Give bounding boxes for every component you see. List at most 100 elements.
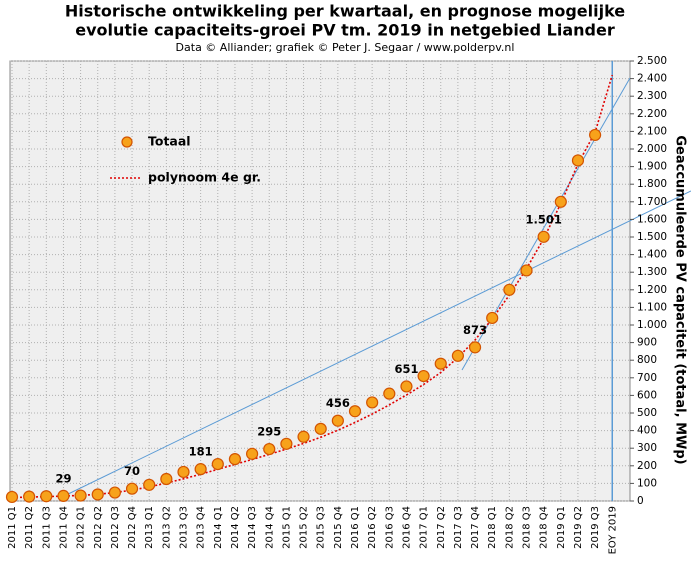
x-tick-label: 2017 Q1 bbox=[419, 506, 430, 549]
x-tick-label: 2016 Q2 bbox=[367, 506, 378, 549]
data-point bbox=[40, 490, 53, 503]
data-point bbox=[417, 369, 430, 383]
y-tick-label: 1.100 bbox=[637, 301, 667, 313]
y-tick-label: 1.800 bbox=[637, 178, 667, 190]
y-tick-label: 0 bbox=[637, 495, 644, 507]
data-point bbox=[108, 486, 122, 499]
data-label: 873 bbox=[463, 323, 487, 337]
x-tick-label: 2011 Q3 bbox=[41, 506, 52, 549]
x-tick-label: 2015 Q1 bbox=[281, 506, 292, 549]
data-point bbox=[468, 341, 482, 354]
x-tick-label: 2015 Q4 bbox=[333, 506, 344, 549]
x-tick-label: 2016 Q4 bbox=[401, 506, 412, 549]
data-point bbox=[263, 442, 276, 456]
data-point bbox=[297, 430, 310, 443]
y-tick-label: 2.000 bbox=[637, 143, 667, 155]
legend-label: polynoom 4e gr. bbox=[148, 170, 261, 185]
x-tick-label: 2012 Q4 bbox=[127, 506, 138, 549]
y-tick-label: 2.100 bbox=[637, 125, 667, 137]
data-point bbox=[434, 357, 447, 370]
data-point bbox=[520, 264, 533, 277]
data-point bbox=[331, 414, 344, 427]
data-point bbox=[486, 311, 499, 325]
y-tick-label: 300 bbox=[637, 442, 657, 454]
data-point bbox=[160, 472, 173, 486]
data-point bbox=[91, 488, 104, 501]
x-tick-label: 2014 Q4 bbox=[264, 506, 275, 549]
legend-marker bbox=[121, 136, 133, 148]
data-point bbox=[177, 465, 190, 479]
data-point bbox=[23, 490, 36, 503]
data-point bbox=[246, 447, 259, 460]
data-label: 651 bbox=[394, 362, 418, 376]
data-label: 1.501 bbox=[525, 212, 561, 226]
data-point bbox=[571, 154, 585, 167]
trend-line bbox=[61, 190, 691, 498]
x-tick-label: 2016 Q3 bbox=[384, 506, 395, 549]
x-tick-label: 2018 Q3 bbox=[522, 506, 533, 549]
data-point bbox=[366, 396, 379, 409]
x-tick-label: 2017 Q3 bbox=[453, 506, 464, 549]
y-tick-label: 2.300 bbox=[637, 90, 667, 102]
x-tick-label: 2012 Q1 bbox=[76, 506, 87, 549]
y-tick-label: 1.300 bbox=[637, 266, 667, 278]
data-point bbox=[588, 128, 602, 142]
x-tick-label: 2014 Q1 bbox=[213, 506, 224, 549]
data-point bbox=[280, 437, 293, 450]
data-point bbox=[194, 463, 207, 476]
chart-title: evolutie capaciteits-groei PV tm. 2019 i… bbox=[75, 21, 615, 40]
data-point bbox=[554, 195, 567, 208]
x-tick-label: 2019 Q1 bbox=[556, 506, 567, 549]
data-point bbox=[314, 422, 327, 435]
y-tick-label: 200 bbox=[637, 460, 657, 472]
y-tick-label: 1.600 bbox=[637, 213, 667, 225]
x-tick-label: 2015 Q2 bbox=[299, 506, 310, 549]
x-tick-label: 2016 Q1 bbox=[350, 506, 361, 549]
data-point bbox=[143, 478, 156, 491]
x-tick-label: 2012 Q2 bbox=[93, 506, 104, 549]
plot-area bbox=[9, 60, 631, 502]
y-tick-label: 400 bbox=[637, 425, 657, 437]
y-axis-title: Geaccumuleerde PV capaciteit (totaal, MW… bbox=[673, 135, 688, 464]
y-tick-label: 2.400 bbox=[637, 73, 667, 85]
data-point bbox=[537, 230, 550, 243]
x-tick-label: EOY 2019 bbox=[607, 506, 618, 554]
x-tick-label: 2013 Q1 bbox=[144, 506, 155, 549]
data-point bbox=[228, 453, 242, 466]
x-tick-label: 2015 Q3 bbox=[316, 506, 327, 549]
data-point bbox=[125, 482, 139, 495]
data-label: 181 bbox=[189, 445, 213, 459]
data-point bbox=[451, 349, 464, 362]
x-tick-label: 2013 Q3 bbox=[179, 506, 190, 549]
y-tick-label: 500 bbox=[637, 407, 657, 419]
y-tick-label: 700 bbox=[637, 372, 657, 384]
x-tick-label: 2019 Q3 bbox=[590, 506, 601, 549]
x-tick-label: 2018 Q2 bbox=[504, 506, 515, 549]
y-tick-label: 800 bbox=[637, 354, 657, 366]
data-point bbox=[503, 283, 516, 296]
chart-title: Historische ontwikkeling per kwartaal, e… bbox=[65, 2, 625, 21]
data-point bbox=[57, 489, 70, 502]
y-tick-label: 600 bbox=[637, 389, 657, 401]
x-tick-label: 2013 Q4 bbox=[196, 506, 207, 549]
data-label: 295 bbox=[257, 425, 281, 439]
y-tick-label: 1.500 bbox=[637, 231, 667, 243]
y-tick-label: 1.400 bbox=[637, 249, 667, 261]
x-tick-label: 2019 Q2 bbox=[573, 506, 584, 549]
chart-subtitle: Data © Alliander; grafiek © Peter J. Seg… bbox=[176, 41, 515, 54]
y-tick-label: 1.000 bbox=[637, 319, 667, 331]
data-point bbox=[5, 490, 19, 504]
data-label: 456 bbox=[326, 396, 350, 410]
data-point bbox=[348, 405, 362, 418]
x-tick-label: 2014 Q2 bbox=[230, 506, 241, 549]
y-tick-label: 1.900 bbox=[637, 161, 667, 173]
x-tick-label: 2011 Q2 bbox=[24, 506, 35, 549]
x-tick-label: 2018 Q1 bbox=[487, 506, 498, 549]
data-label: 29 bbox=[55, 471, 71, 485]
data-point bbox=[400, 380, 413, 393]
legend-label: Totaal bbox=[148, 134, 191, 149]
x-tick-label: 2017 Q4 bbox=[470, 506, 481, 549]
x-tick-label: 2011 Q4 bbox=[58, 506, 69, 549]
x-tick-label: 2017 Q2 bbox=[436, 506, 447, 549]
data-point bbox=[383, 387, 396, 400]
